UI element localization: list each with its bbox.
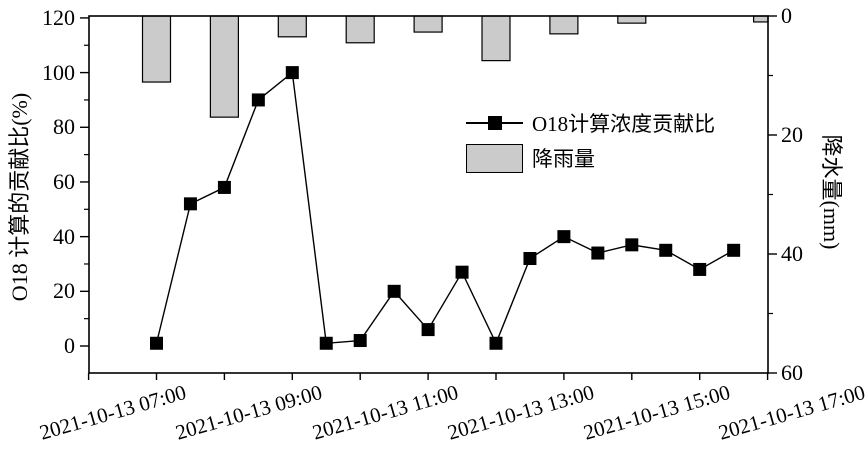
- left-axis-tick-label: 60: [53, 168, 75, 194]
- left-axis-tick-label: 40: [53, 223, 75, 249]
- rain-bar: [413, 15, 443, 33]
- rain-bar: [345, 15, 375, 44]
- right-axis-tick-label: 20: [781, 122, 803, 147]
- data-point-marker: [285, 66, 299, 80]
- data-point-marker: [319, 336, 333, 350]
- right-axis-title: 降水量(mm): [819, 134, 844, 250]
- legend-label-rain: 降雨量: [532, 147, 595, 171]
- legend-label-o18: O18计算浓度贡献比: [532, 112, 716, 136]
- square-marker-icon: [487, 116, 502, 130]
- line-sample: [466, 116, 523, 130]
- left-axis-tick-label: 100: [42, 59, 75, 85]
- legend: O18计算浓度贡献比 降雨量: [466, 108, 715, 173]
- data-point-marker: [387, 284, 401, 298]
- data-point-marker: [183, 197, 197, 211]
- rain-bar: [549, 15, 579, 35]
- left-axis-tick-label: 80: [53, 114, 75, 140]
- right-axis-tick-label: 0: [781, 3, 792, 28]
- data-point-marker: [557, 230, 571, 244]
- data-point-marker: [150, 336, 163, 350]
- data-point-marker: [523, 252, 537, 266]
- left-axis-tick-label: 0: [64, 333, 75, 358]
- data-point-marker: [489, 336, 503, 350]
- rain-bar: [209, 15, 239, 118]
- data-point-marker: [217, 180, 231, 194]
- right-axis-tick-label: 60: [781, 360, 803, 385]
- rain-bar: [481, 15, 511, 62]
- data-point-marker: [693, 262, 707, 276]
- rain-bar: [277, 15, 307, 38]
- legend-item-bar-series: 降雨量: [466, 143, 715, 173]
- data-point-marker: [591, 246, 605, 260]
- rain-bar: [141, 15, 172, 83]
- legend-item-line-series: O18计算浓度贡献比: [466, 108, 715, 138]
- plot-frame: [88, 15, 769, 374]
- data-point-marker: [251, 93, 265, 107]
- rain-bar: [617, 15, 647, 24]
- data-point-marker: [421, 323, 435, 337]
- left-axis-tick-label: 20: [53, 278, 75, 304]
- bar-sample: [466, 143, 523, 173]
- rain-bar: [752, 15, 769, 23]
- data-point-marker: [625, 238, 639, 252]
- data-point-marker: [727, 243, 741, 257]
- data-point-marker: [659, 243, 673, 257]
- left-axis-title: O18 计算的贡献比(%): [7, 92, 32, 302]
- data-point-marker: [455, 265, 469, 279]
- left-axis-tick-label: 120: [42, 4, 75, 30]
- right-axis-tick-label: 40: [781, 241, 803, 266]
- data-point-marker: [353, 334, 367, 348]
